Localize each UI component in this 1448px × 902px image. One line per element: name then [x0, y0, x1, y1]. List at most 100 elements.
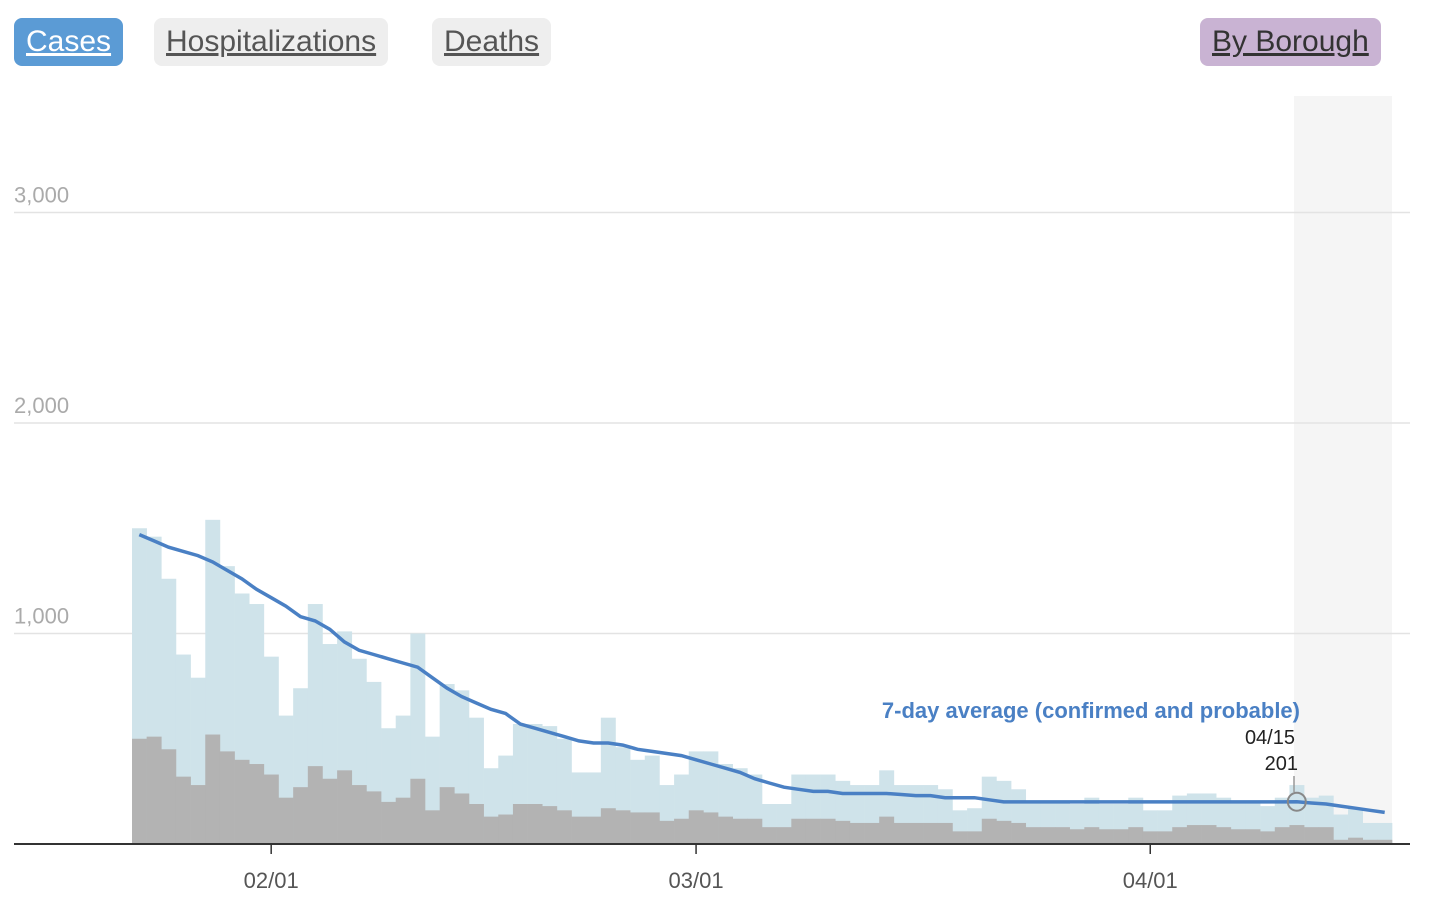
daily-confirmed-bar	[425, 810, 440, 844]
daily-confirmed-bar	[952, 831, 968, 844]
daily-confirmed-bar	[1201, 825, 1217, 844]
daily-confirmed-bar	[556, 810, 572, 844]
daily-confirmed-bar	[249, 764, 265, 844]
daily-confirmed-bar	[483, 816, 499, 844]
daily-confirmed-bar	[981, 818, 997, 844]
daily-confirmed-bar	[586, 816, 602, 844]
daily-confirmed-bar	[219, 751, 235, 844]
daily-confirmed-bar	[1011, 822, 1027, 844]
daily-confirmed-bar	[615, 810, 631, 844]
average-line-label: 7-day average (confirmed and probable)	[882, 698, 1300, 723]
daily-confirmed-bar	[527, 804, 543, 844]
daily-confirmed-bar	[1318, 827, 1334, 844]
tab-cases[interactable]: Cases	[14, 18, 124, 66]
daily-confirmed-bar	[776, 827, 792, 844]
daily-confirmed-bar	[366, 791, 382, 845]
y-tick-label: 1,000	[14, 604, 69, 629]
daily-confirmed-bar	[600, 808, 616, 844]
daily-cases-bar	[1348, 808, 1363, 844]
highlight-region	[1294, 96, 1392, 844]
x-tick-label: 02/01	[244, 868, 299, 893]
tooltip-value: 201	[1265, 753, 1298, 775]
daily-confirmed-bar	[1142, 831, 1158, 844]
daily-confirmed-bar	[1084, 827, 1100, 844]
daily-confirmed-bar	[630, 812, 646, 844]
daily-confirmed-bar	[762, 827, 777, 844]
x-tick-label: 04/01	[1123, 868, 1178, 893]
daily-confirmed-bar	[351, 785, 367, 844]
seven-day-average-line	[138, 532, 1385, 815]
daily-confirmed-bar	[322, 778, 338, 844]
daily-confirmed-bar	[395, 797, 411, 844]
daily-confirmed-bar	[937, 822, 953, 844]
daily-confirmed-bar	[805, 818, 821, 844]
daily-confirmed-bar	[996, 820, 1012, 844]
daily-confirmed-bar	[454, 793, 470, 844]
daily-confirmed-bar	[1098, 829, 1114, 844]
daily-confirmed-bar	[132, 738, 147, 844]
daily-confirmed-bar	[703, 812, 719, 844]
daily-confirmed-bar	[1113, 829, 1129, 844]
daily-confirmed-bar	[1260, 831, 1276, 844]
daily-confirmed-bar	[468, 804, 484, 844]
daily-confirmed-bar	[278, 797, 294, 844]
daily-confirmed-bar	[512, 804, 528, 844]
daily-confirmed-bar	[410, 778, 426, 844]
daily-confirmed-bar	[1025, 827, 1041, 844]
daily-confirmed-bar	[1055, 827, 1070, 844]
daily-confirmed-bar	[747, 818, 763, 844]
daily-confirmed-bar	[175, 776, 191, 844]
daily-confirmed-bar	[791, 818, 807, 844]
daily-confirmed-bar	[835, 820, 851, 844]
by-borough-button[interactable]: By Borough	[1200, 18, 1381, 66]
daily-confirmed-bar	[1362, 839, 1378, 844]
daily-confirmed-bar	[1377, 839, 1393, 844]
daily-confirmed-bar	[674, 818, 690, 844]
tab-deaths[interactable]: Deaths	[432, 18, 552, 66]
daily-confirmed-bar	[381, 801, 397, 844]
daily-confirmed-bar	[908, 822, 924, 844]
daily-confirmed-bar	[1157, 831, 1173, 844]
daily-cases-bar	[1333, 814, 1349, 844]
daily-confirmed-bar	[263, 774, 279, 844]
daily-confirmed-bar	[1274, 827, 1290, 844]
tooltip-date: 04/15	[1245, 727, 1295, 749]
daily-confirmed-bar	[644, 812, 660, 844]
daily-confirmed-bar	[659, 820, 675, 844]
daily-confirmed-bar	[1333, 839, 1349, 844]
daily-confirmed-bar	[1040, 827, 1056, 844]
daily-confirmed-bar	[849, 822, 865, 844]
daily-cases-bar	[1377, 822, 1393, 844]
daily-confirmed-bar	[571, 816, 587, 844]
x-tick-label: 03/01	[669, 868, 724, 893]
daily-confirmed-bar	[146, 736, 162, 844]
daily-confirmed-bar	[498, 814, 514, 844]
daily-confirmed-bar	[1245, 829, 1261, 844]
daily-confirmed-bar	[893, 822, 909, 844]
daily-confirmed-bar	[1172, 827, 1188, 844]
daily-confirmed-bar	[161, 749, 177, 844]
daily-confirmed-bar	[879, 816, 895, 844]
daily-confirmed-bar	[293, 787, 309, 844]
daily-confirmed-bar	[718, 816, 733, 844]
daily-confirmed-bar	[732, 818, 748, 844]
hover-marker[interactable]	[1286, 791, 1307, 812]
daily-confirmed-bar	[1128, 827, 1144, 844]
daily-confirmed-bar	[1186, 825, 1202, 844]
daily-confirmed-bar	[307, 766, 323, 844]
daily-confirmed-bar	[337, 770, 353, 844]
daily-confirmed-bar	[205, 734, 221, 844]
tab-hospitalizations[interactable]: Hospitalizations	[154, 18, 389, 66]
daily-cases-bar	[1362, 822, 1378, 844]
daily-confirmed-bar	[1348, 837, 1363, 844]
daily-confirmed-bar	[234, 759, 250, 844]
daily-confirmed-bar	[190, 785, 206, 844]
daily-confirmed-bar	[439, 787, 455, 844]
daily-confirmed-bar	[1289, 825, 1305, 844]
daily-confirmed-bar	[1216, 827, 1232, 844]
y-tick-label: 2,000	[14, 393, 69, 418]
daily-confirmed-bar	[1230, 829, 1246, 844]
daily-confirmed-bar	[864, 822, 880, 844]
daily-confirmed-bar	[1304, 827, 1320, 844]
